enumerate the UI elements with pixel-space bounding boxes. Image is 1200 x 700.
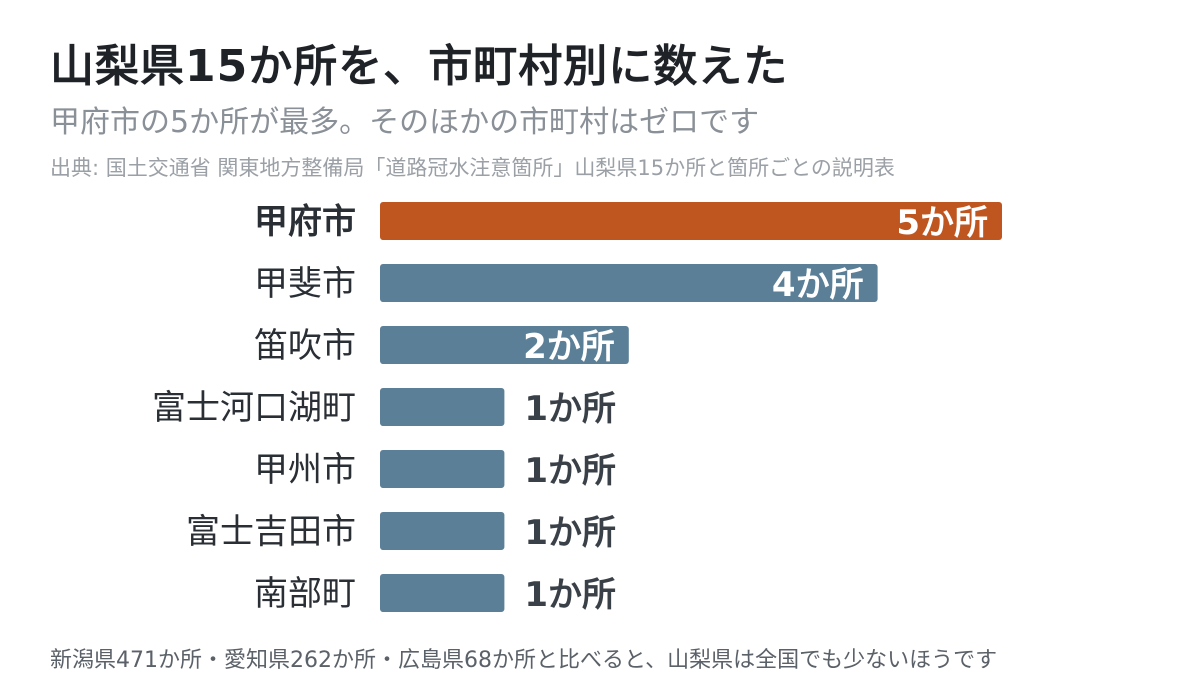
category-label: 甲斐市	[254, 264, 356, 304]
category-label: 甲州市	[254, 450, 356, 490]
bar	[380, 202, 1002, 240]
bar	[380, 388, 505, 426]
bar	[380, 264, 878, 302]
category-label: 南部町	[254, 574, 356, 614]
value-label: 1か所	[524, 451, 616, 491]
value-label: 1か所	[524, 575, 616, 615]
bar	[380, 450, 505, 488]
value-label: 1か所	[524, 389, 616, 429]
chart-footnote: 新潟県471か所・愛知県262か所・広島県68か所と比べると、山梨県は全国でも少…	[50, 648, 998, 673]
category-label: 笛吹市	[254, 326, 356, 366]
chart-source: 出典: 国土交通省 関東地方整備局「道路冠水注意箇所」山梨県15か所と箇所ごとの…	[50, 156, 895, 180]
value-label: 1か所	[524, 513, 616, 553]
bar	[380, 574, 505, 612]
chart-title: 山梨県15か所を、市町村別に数えた	[50, 41, 789, 92]
value-label: 2か所	[523, 327, 615, 367]
bar	[380, 512, 505, 550]
value-label: 5か所	[896, 203, 988, 243]
category-label: 甲府市	[254, 202, 356, 242]
bar	[380, 326, 629, 364]
category-label: 富士吉田市	[186, 512, 356, 552]
chart-subtitle: 甲府市の5か所が最多。そのほかの市町村はゼロです	[50, 105, 760, 140]
category-label: 富士河口湖町	[152, 388, 356, 428]
value-label: 4か所	[772, 265, 864, 305]
